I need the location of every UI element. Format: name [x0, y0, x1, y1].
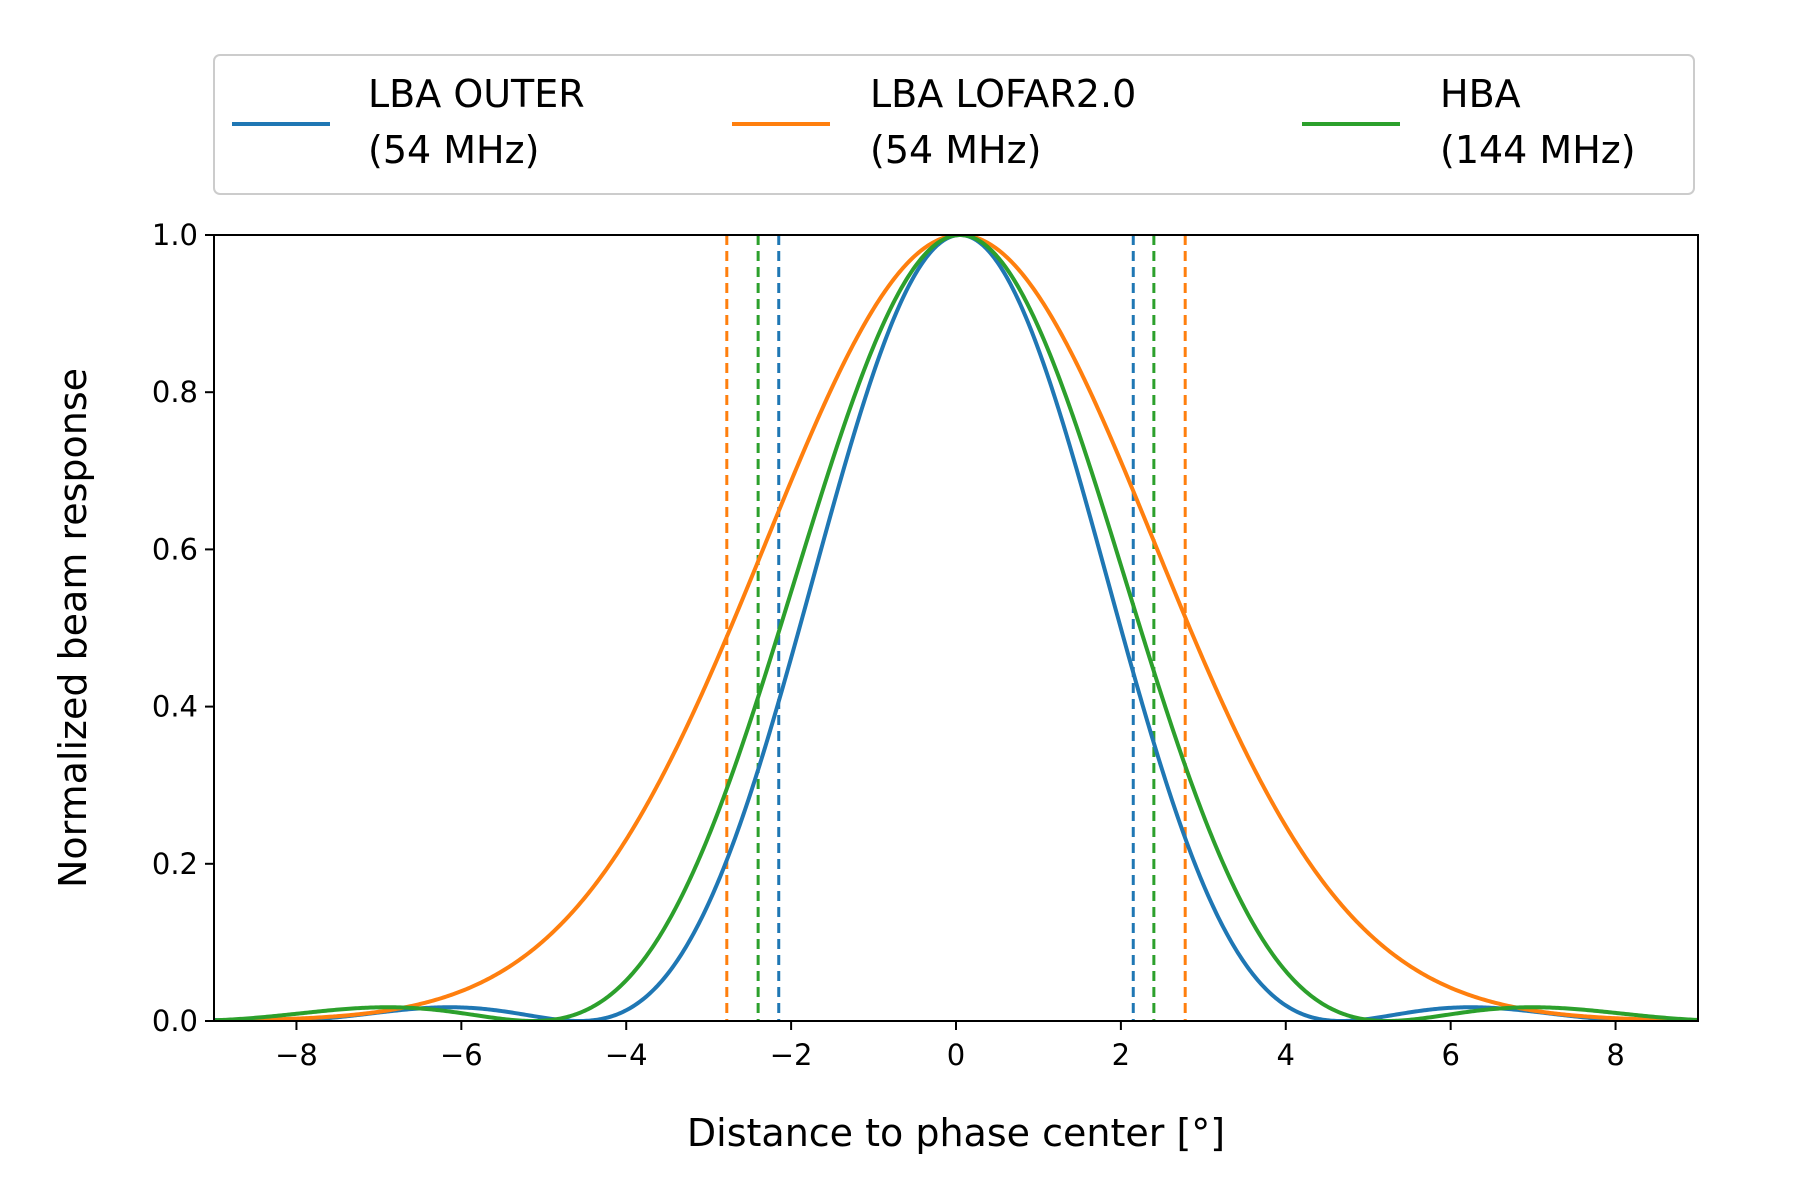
x-tick-label: 8 [1606, 1038, 1624, 1072]
x-tick-label: 4 [1277, 1038, 1295, 1072]
x-tick-label: −8 [275, 1038, 318, 1072]
legend-label-lba-lofar2-line1: LBA LOFAR2.0 [870, 72, 1136, 116]
plot-frame [213, 234, 1699, 1022]
x-tick-label: −2 [770, 1038, 813, 1072]
x-tick-label: −6 [440, 1038, 483, 1072]
y-tick-label: 0.8 [152, 375, 198, 409]
legend-label-lba-lofar2-line2: (54 MHz) [870, 128, 1041, 172]
legend: LBA OUTER (54 MHz) LBA LOFAR2.0 (54 MHz)… [213, 54, 1695, 195]
x-axis-ticks: −8 −6 −4 −2 0 2 4 6 8 [275, 1021, 1625, 1072]
legend-entry-lba-lofar2: LBA LOFAR2.0 (54 MHz) [732, 72, 1136, 172]
series-line-2 [214, 235, 1698, 1021]
legend-label-hba-line1: HBA [1440, 72, 1521, 116]
series-line-3 [214, 235, 1698, 1021]
legend-label-lba-outer-line2: (54 MHz) [368, 128, 539, 172]
legend-entry-lba-outer: LBA OUTER (54 MHz) [232, 72, 585, 172]
x-tick-label: 0 [947, 1038, 965, 1072]
y-axis-label: Normalized beam response [51, 368, 95, 888]
y-tick-label: 1.0 [152, 218, 198, 252]
series-line-1 [214, 235, 1698, 1021]
x-tick-label: 2 [1112, 1038, 1130, 1072]
x-axis-label: Distance to phase center [°] [687, 1111, 1225, 1155]
x-tick-label: 6 [1441, 1038, 1459, 1072]
y-tick-label: 0.6 [152, 532, 198, 566]
y-tick-label: 0.4 [152, 690, 198, 724]
plot-content [214, 235, 1698, 1021]
y-tick-label: 0.0 [152, 1004, 198, 1038]
y-axis-ticks: 0.0 0.2 0.4 0.6 0.8 1.0 [152, 218, 214, 1038]
legend-entry-hba: HBA (144 MHz) [1302, 72, 1636, 172]
legend-label-hba-line2: (144 MHz) [1440, 128, 1636, 172]
legend-label-lba-outer-line1: LBA OUTER [368, 72, 585, 116]
y-tick-label: 0.2 [152, 847, 198, 881]
x-tick-label: −4 [605, 1038, 648, 1072]
legend-frame [213, 54, 1695, 195]
